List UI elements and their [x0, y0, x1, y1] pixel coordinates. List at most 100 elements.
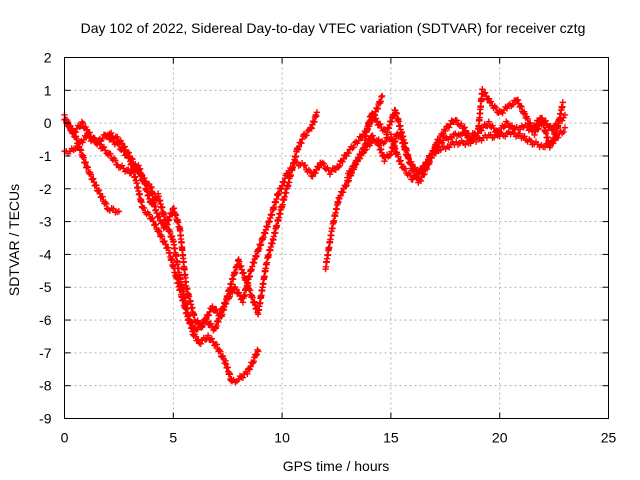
data-point	[442, 127, 449, 135]
y-tick-label: -4	[39, 246, 52, 262]
data-point	[374, 105, 382, 112]
data-point	[209, 303, 216, 310]
data-point	[514, 96, 522, 104]
data-point	[295, 143, 303, 151]
data-point	[465, 130, 472, 137]
data-point	[303, 132, 310, 139]
data-point	[153, 209, 160, 217]
data-point	[207, 320, 215, 327]
data-point	[395, 153, 402, 160]
y-tick-label: -6	[39, 312, 52, 328]
data-point	[344, 174, 351, 181]
data-point	[87, 171, 95, 178]
data-point	[361, 147, 368, 154]
data-point	[504, 120, 511, 127]
data-point	[278, 185, 285, 193]
y-tick-label: 1	[44, 82, 52, 98]
data-point	[526, 119, 534, 127]
y-tick-label: -5	[39, 279, 52, 295]
data-point	[561, 124, 569, 131]
data-point	[485, 118, 493, 125]
tick-layer: 0 5 10 15 20 25 -9 -8 -7 -6 -5 -4 -3 -2 -1 0 1 2	[39, 50, 616, 446]
data-point	[79, 119, 87, 127]
data-point	[239, 374, 247, 381]
data-point	[496, 128, 504, 136]
data-point	[208, 335, 216, 342]
data-point	[156, 213, 163, 220]
data-point	[377, 120, 384, 128]
series-track-g	[361, 99, 567, 186]
data-point	[355, 137, 362, 144]
data-point	[353, 158, 361, 165]
data-point	[501, 133, 509, 140]
data-point	[103, 200, 110, 208]
data-point	[202, 314, 210, 322]
data-point	[100, 143, 108, 151]
data-point	[533, 121, 540, 129]
data-point	[319, 159, 326, 167]
data-point	[115, 208, 123, 215]
data-point	[281, 179, 288, 186]
data-point	[380, 125, 388, 133]
data-point	[185, 315, 192, 323]
data-point	[114, 140, 121, 147]
data-point	[108, 134, 116, 142]
data-point	[381, 138, 389, 145]
data-point	[91, 135, 98, 142]
data-point	[86, 129, 93, 136]
data-point	[381, 157, 388, 165]
y-tick-label: -7	[39, 345, 52, 361]
data-point	[301, 162, 309, 169]
chart-title: Day 102 of 2022, Sidereal Day-to-day VTE…	[81, 20, 586, 36]
y-tick-label: -8	[39, 378, 52, 394]
data-point	[306, 168, 314, 175]
data-point	[232, 286, 240, 293]
data-point	[67, 122, 74, 130]
data-point	[78, 118, 86, 126]
y-axis-label: SDTVAR / TECUs	[6, 184, 22, 296]
data-point	[254, 348, 262, 355]
data-point	[420, 171, 427, 178]
data-point	[474, 130, 481, 137]
data-point	[115, 141, 123, 148]
data-point	[397, 157, 404, 164]
x-axis-label: GPS time / hours	[283, 458, 390, 474]
data-point	[437, 146, 444, 154]
data-point	[547, 142, 554, 149]
data-point	[339, 189, 347, 196]
data-point	[446, 144, 453, 151]
data-point	[550, 135, 558, 142]
data-point	[150, 201, 157, 208]
data-point	[164, 244, 172, 251]
data-point	[345, 150, 352, 157]
data-point	[527, 137, 534, 144]
data-point	[518, 103, 525, 110]
x-tick-label: 25	[601, 430, 617, 446]
data-point	[219, 352, 227, 360]
data-point	[110, 205, 117, 213]
data-point	[213, 341, 221, 348]
data-point	[298, 139, 305, 147]
data-point	[453, 117, 461, 124]
data-point	[356, 155, 364, 162]
x-tick-label: 20	[492, 430, 508, 446]
y-tick-label: -2	[39, 181, 52, 197]
data-point	[336, 162, 343, 169]
data-point	[156, 228, 163, 235]
data-point	[461, 124, 468, 131]
data-point	[212, 305, 220, 313]
data-point	[560, 128, 567, 136]
data-point	[217, 348, 224, 355]
data-point	[312, 170, 319, 177]
y-tick-label: 0	[44, 115, 52, 131]
data-point	[445, 124, 453, 131]
data-point	[350, 143, 357, 151]
data-point	[222, 300, 230, 308]
data-point	[458, 120, 465, 127]
y-tick-label: -9	[39, 411, 52, 427]
data-point	[436, 137, 443, 144]
data-point	[413, 172, 420, 179]
data-point	[153, 196, 160, 203]
data-point	[75, 143, 83, 150]
data-point	[479, 86, 486, 93]
